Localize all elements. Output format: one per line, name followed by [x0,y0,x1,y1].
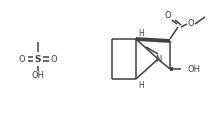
Text: O: O [165,11,171,21]
Text: O: O [19,55,25,64]
Text: O: O [188,20,194,28]
Text: N: N [155,55,161,64]
Text: O: O [51,55,57,64]
Text: S: S [35,55,41,64]
Text: H: H [138,28,144,38]
Text: OH: OH [31,71,44,80]
Text: H: H [138,82,144,90]
Text: OH: OH [187,65,200,73]
